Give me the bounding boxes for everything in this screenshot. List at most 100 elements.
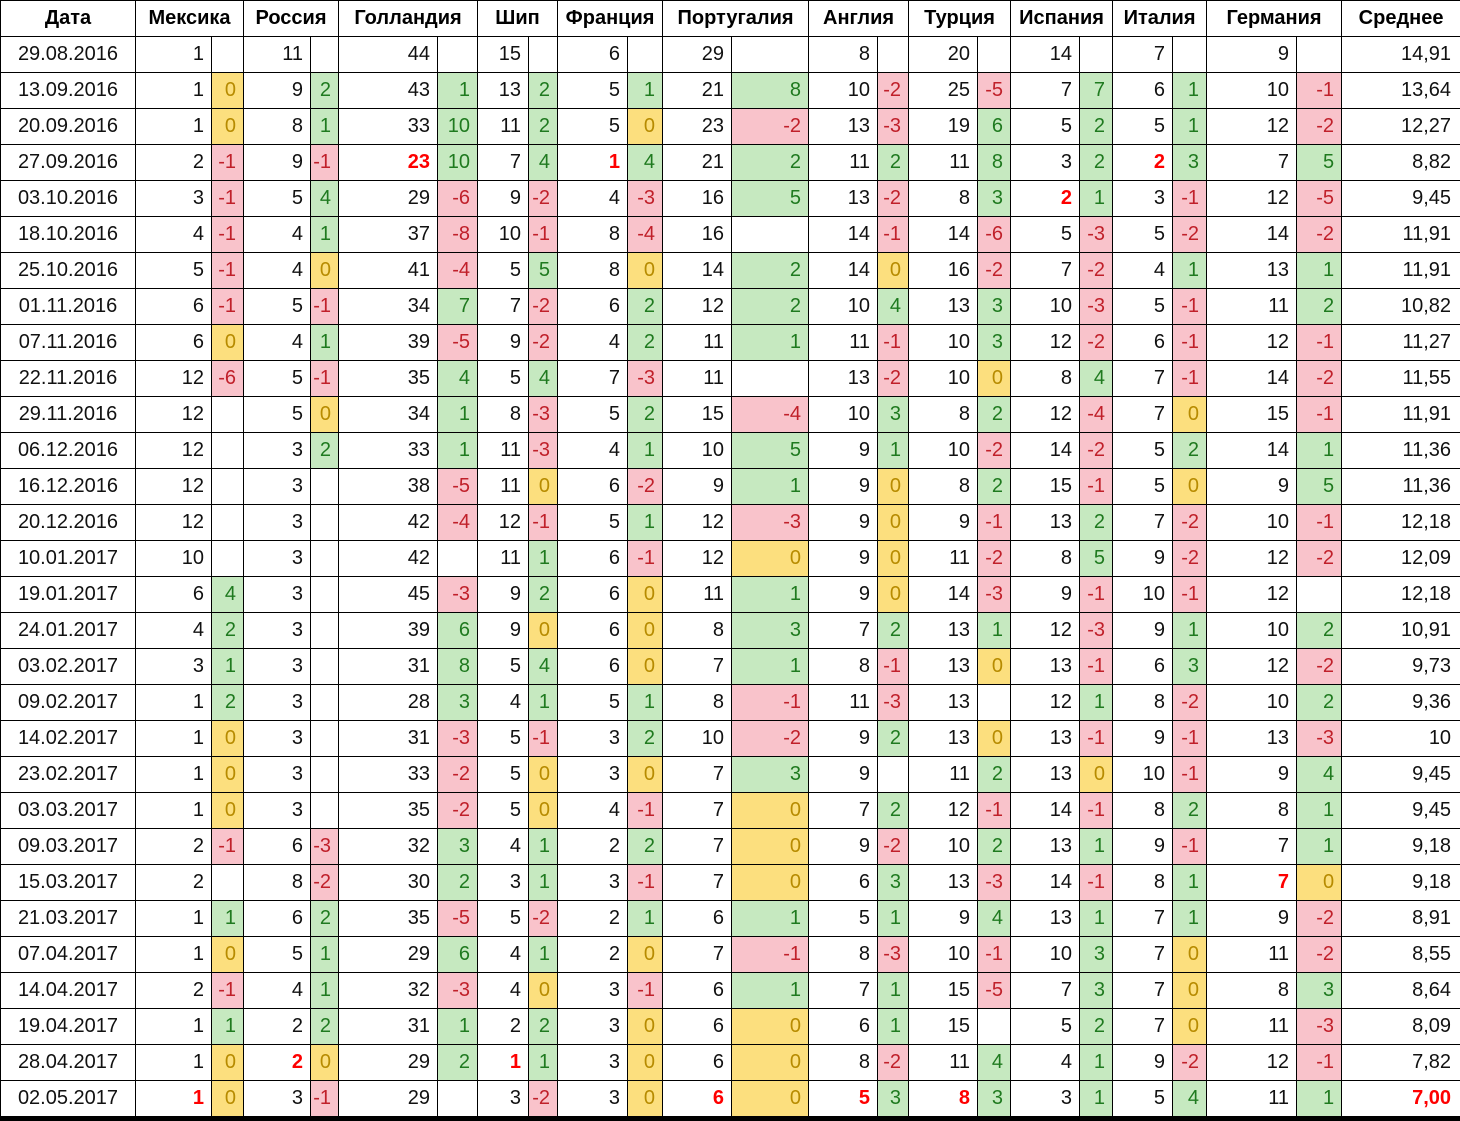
delta-cell[interactable]: 1 xyxy=(1297,253,1342,289)
rank-cell[interactable]: 5 xyxy=(1113,109,1173,145)
rank-cell[interactable]: 6 xyxy=(663,1045,732,1081)
delta-cell[interactable]: -1 xyxy=(1173,721,1207,757)
rank-cell[interactable]: 13 xyxy=(909,685,978,721)
delta-cell[interactable]: 0 xyxy=(212,73,244,109)
rank-cell[interactable]: 13 xyxy=(1011,757,1080,793)
date-cell[interactable]: 19.04.2017 xyxy=(1,1009,136,1045)
rank-cell[interactable]: 8 xyxy=(1113,685,1173,721)
delta-cell[interactable]: 1 xyxy=(212,1009,244,1045)
rank-cell[interactable]: 8 xyxy=(478,397,529,433)
rank-cell[interactable]: 11 xyxy=(909,1045,978,1081)
delta-cell[interactable]: 1 xyxy=(311,937,339,973)
rank-cell[interactable]: 9 xyxy=(1207,37,1297,73)
rank-cell[interactable]: 4 xyxy=(478,937,529,973)
delta-cell[interactable]: 0 xyxy=(628,253,663,289)
rank-cell[interactable]: 1 xyxy=(136,793,212,829)
rank-cell[interactable]: 12 xyxy=(136,433,212,469)
rank-cell[interactable]: 5 xyxy=(1113,433,1173,469)
delta-cell[interactable]: -3 xyxy=(978,577,1011,613)
rank-cell[interactable]: 29 xyxy=(663,37,732,73)
rank-cell[interactable]: 4 xyxy=(478,973,529,1009)
delta-cell[interactable]: 0 xyxy=(311,397,339,433)
delta-cell[interactable]: 1 xyxy=(1173,865,1207,901)
rank-cell[interactable]: 33 xyxy=(339,433,438,469)
rank-cell[interactable]: 13 xyxy=(909,289,978,325)
date-cell[interactable]: 03.03.2017 xyxy=(1,793,136,829)
rank-cell[interactable]: 6 xyxy=(558,577,628,613)
delta-cell[interactable]: -2 xyxy=(1297,109,1342,145)
delta-cell[interactable]: 2 xyxy=(529,73,558,109)
delta-cell[interactable]: 10 xyxy=(438,145,478,181)
delta-cell[interactable]: 2 xyxy=(529,1009,558,1045)
delta-cell[interactable]: -1 xyxy=(732,685,809,721)
rank-cell[interactable]: 7 xyxy=(1113,973,1173,1009)
delta-cell[interactable]: -3 xyxy=(438,973,478,1009)
rank-cell[interactable]: 4 xyxy=(244,325,311,361)
delta-cell[interactable]: -1 xyxy=(1173,361,1207,397)
rank-cell[interactable]: 8 xyxy=(1207,973,1297,1009)
rank-cell[interactable]: 13 xyxy=(1011,901,1080,937)
rank-cell[interactable]: 7 xyxy=(478,289,529,325)
delta-cell[interactable]: -1 xyxy=(212,217,244,253)
date-cell[interactable]: 27.09.2016 xyxy=(1,145,136,181)
rank-cell[interactable]: 6 xyxy=(1113,325,1173,361)
delta-cell[interactable]: 0 xyxy=(529,613,558,649)
rank-cell[interactable]: 5 xyxy=(1113,1081,1173,1119)
rank-cell[interactable]: 4 xyxy=(558,325,628,361)
delta-cell[interactable]: 0 xyxy=(1173,973,1207,1009)
delta-cell[interactable]: 4 xyxy=(878,289,909,325)
rank-cell[interactable]: 32 xyxy=(339,829,438,865)
delta-cell[interactable]: 2 xyxy=(628,721,663,757)
rank-cell[interactable]: 10 xyxy=(809,289,878,325)
delta-cell[interactable]: 2 xyxy=(978,757,1011,793)
rank-cell[interactable]: 2 xyxy=(478,1009,529,1045)
rank-cell[interactable]: 8 xyxy=(909,1081,978,1119)
delta-cell[interactable]: 7 xyxy=(438,289,478,325)
delta-cell[interactable]: 4 xyxy=(529,145,558,181)
rank-cell[interactable]: 1 xyxy=(136,1045,212,1081)
average-cell[interactable]: 11,91 xyxy=(1342,217,1460,253)
rank-cell[interactable]: 33 xyxy=(339,109,438,145)
delta-cell[interactable]: -2 xyxy=(1173,505,1207,541)
delta-cell[interactable]: 2 xyxy=(438,1045,478,1081)
delta-cell[interactable]: 2 xyxy=(1080,145,1113,181)
average-cell[interactable]: 9,45 xyxy=(1342,181,1460,217)
average-cell[interactable]: 7,00 xyxy=(1342,1081,1460,1119)
delta-cell[interactable]: -2 xyxy=(1297,361,1342,397)
rank-cell[interactable]: 34 xyxy=(339,397,438,433)
delta-cell[interactable]: -1 xyxy=(1080,721,1113,757)
rank-cell[interactable]: 7 xyxy=(478,145,529,181)
rank-cell[interactable]: 4 xyxy=(244,253,311,289)
rank-cell[interactable]: 7 xyxy=(1207,829,1297,865)
delta-cell[interactable]: 1 xyxy=(732,649,809,685)
delta-cell[interactable]: 0 xyxy=(1173,469,1207,505)
delta-cell[interactable]: 10 xyxy=(438,109,478,145)
rank-cell[interactable]: 12 xyxy=(136,397,212,433)
delta-cell[interactable]: 1 xyxy=(1080,1081,1113,1119)
delta-cell[interactable]: 4 xyxy=(1080,361,1113,397)
date-cell[interactable]: 09.02.2017 xyxy=(1,685,136,721)
date-cell[interactable]: 07.04.2017 xyxy=(1,937,136,973)
rank-cell[interactable]: 6 xyxy=(558,541,628,577)
delta-cell[interactable] xyxy=(438,541,478,577)
delta-cell[interactable]: 2 xyxy=(311,1009,339,1045)
average-cell[interactable]: 12,18 xyxy=(1342,577,1460,613)
average-cell[interactable]: 13,64 xyxy=(1342,73,1460,109)
delta-cell[interactable]: 0 xyxy=(878,469,909,505)
rank-cell[interactable]: 9 xyxy=(809,433,878,469)
delta-cell[interactable]: 1 xyxy=(212,649,244,685)
delta-cell[interactable]: 3 xyxy=(878,397,909,433)
delta-cell[interactable]: -2 xyxy=(1173,1045,1207,1081)
delta-cell[interactable]: 3 xyxy=(438,685,478,721)
rank-cell[interactable]: 3 xyxy=(244,721,311,757)
date-cell[interactable]: 16.12.2016 xyxy=(1,469,136,505)
delta-cell[interactable]: 1 xyxy=(311,325,339,361)
rank-cell[interactable]: 10 xyxy=(1207,613,1297,649)
delta-cell[interactable]: -2 xyxy=(878,181,909,217)
rank-cell[interactable]: 44 xyxy=(339,37,438,73)
rank-cell[interactable]: 35 xyxy=(339,901,438,937)
delta-cell[interactable]: 1 xyxy=(628,505,663,541)
rank-cell[interactable]: 11 xyxy=(809,145,878,181)
delta-cell[interactable]: 0 xyxy=(1173,397,1207,433)
delta-cell[interactable]: -1 xyxy=(1080,649,1113,685)
